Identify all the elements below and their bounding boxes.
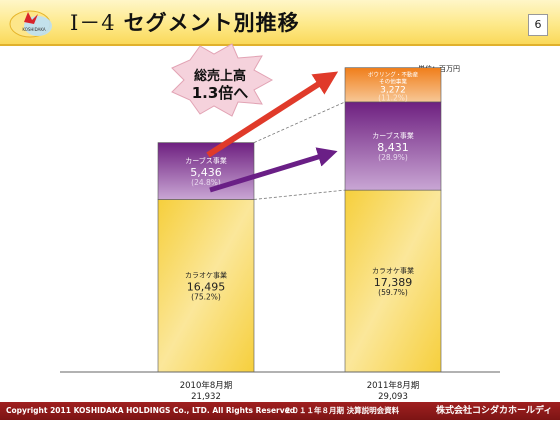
- footer-bar: Copyright 2011 KOSHIDAKA HOLDINGS Co., L…: [0, 402, 560, 434]
- company-name: 株式会社コシダカホールディングス: [436, 406, 553, 434]
- document-title: ２０１１年８月期 決算説明会資料: [284, 406, 400, 415]
- pct-label-other-1: (11.2%): [378, 94, 408, 103]
- page-title: Ⅰ－4 セグメント別推移: [70, 8, 300, 38]
- header-bar: KOSHIDAKA Ⅰ－4 セグメント別推移 6: [0, 0, 560, 44]
- pct-label-curves-1: (28.9%): [378, 153, 408, 162]
- pct-label-karaoke-0: (75.2%): [191, 293, 221, 302]
- company-logo: KOSHIDAKA: [9, 10, 52, 38]
- value-label-curves-0: 5,436: [190, 166, 222, 179]
- pct-label-karaoke-1: (59.7%): [378, 288, 408, 297]
- series-label-karaoke-1: カラオケ事業: [372, 266, 414, 275]
- value-label-karaoke-1: 17,389: [374, 276, 413, 289]
- callout-line2: 1.3倍へ: [192, 84, 249, 102]
- growth-callout: 総売上高 1.3倍へ: [171, 43, 274, 117]
- series-label-karaoke-0: カラオケ事業: [185, 271, 227, 280]
- value-label-curves-1: 8,431: [377, 141, 409, 154]
- growth-arrow-curves: [209, 147, 338, 193]
- series-label-curves-0: カーブス事業: [185, 156, 227, 165]
- bar-karaoke-0: [157, 199, 255, 373]
- copyright-text: Copyright 2011 KOSHIDAKA HOLDINGS Co., L…: [6, 406, 296, 415]
- total-label-1: 29,093: [378, 392, 408, 402]
- series-label2-other-1: その他事業: [379, 78, 407, 86]
- category-label-0: 2010年8月期: [180, 380, 233, 391]
- series-label-curves-1: カーブス事業: [372, 131, 414, 140]
- title-number: Ⅰ－4: [70, 11, 116, 35]
- svg-text:KOSHIDAKA: KOSHIDAKA: [22, 27, 46, 32]
- series-label-other-1: ボウリング・不動産: [368, 71, 419, 79]
- callout-line1: 総売上高: [194, 68, 246, 84]
- segment-chart: カラオケ事業16,495(75.2%)カーブス事業5,436(24.8%)201…: [60, 43, 500, 402]
- page-number: 6: [528, 14, 548, 36]
- bar-curves-0: [157, 142, 255, 200]
- category-label-1: 2011年8月期: [367, 380, 420, 391]
- value-label-other-1: 3,272: [380, 86, 406, 96]
- value-label-karaoke-0: 16,495: [187, 281, 226, 294]
- bar-karaoke-1: [344, 189, 442, 373]
- bar-curves-1: [344, 101, 442, 191]
- growth-arrow-total: [206, 71, 339, 158]
- header-divider: [0, 44, 560, 46]
- connector-line-1: [253, 101, 346, 143]
- pct-label-curves-0: (24.8%): [191, 178, 221, 187]
- connector-line-0: [253, 189, 346, 200]
- title-text: セグメント別推移: [123, 11, 300, 35]
- bar-other-1: [344, 67, 442, 103]
- total-label-0: 21,932: [191, 392, 221, 402]
